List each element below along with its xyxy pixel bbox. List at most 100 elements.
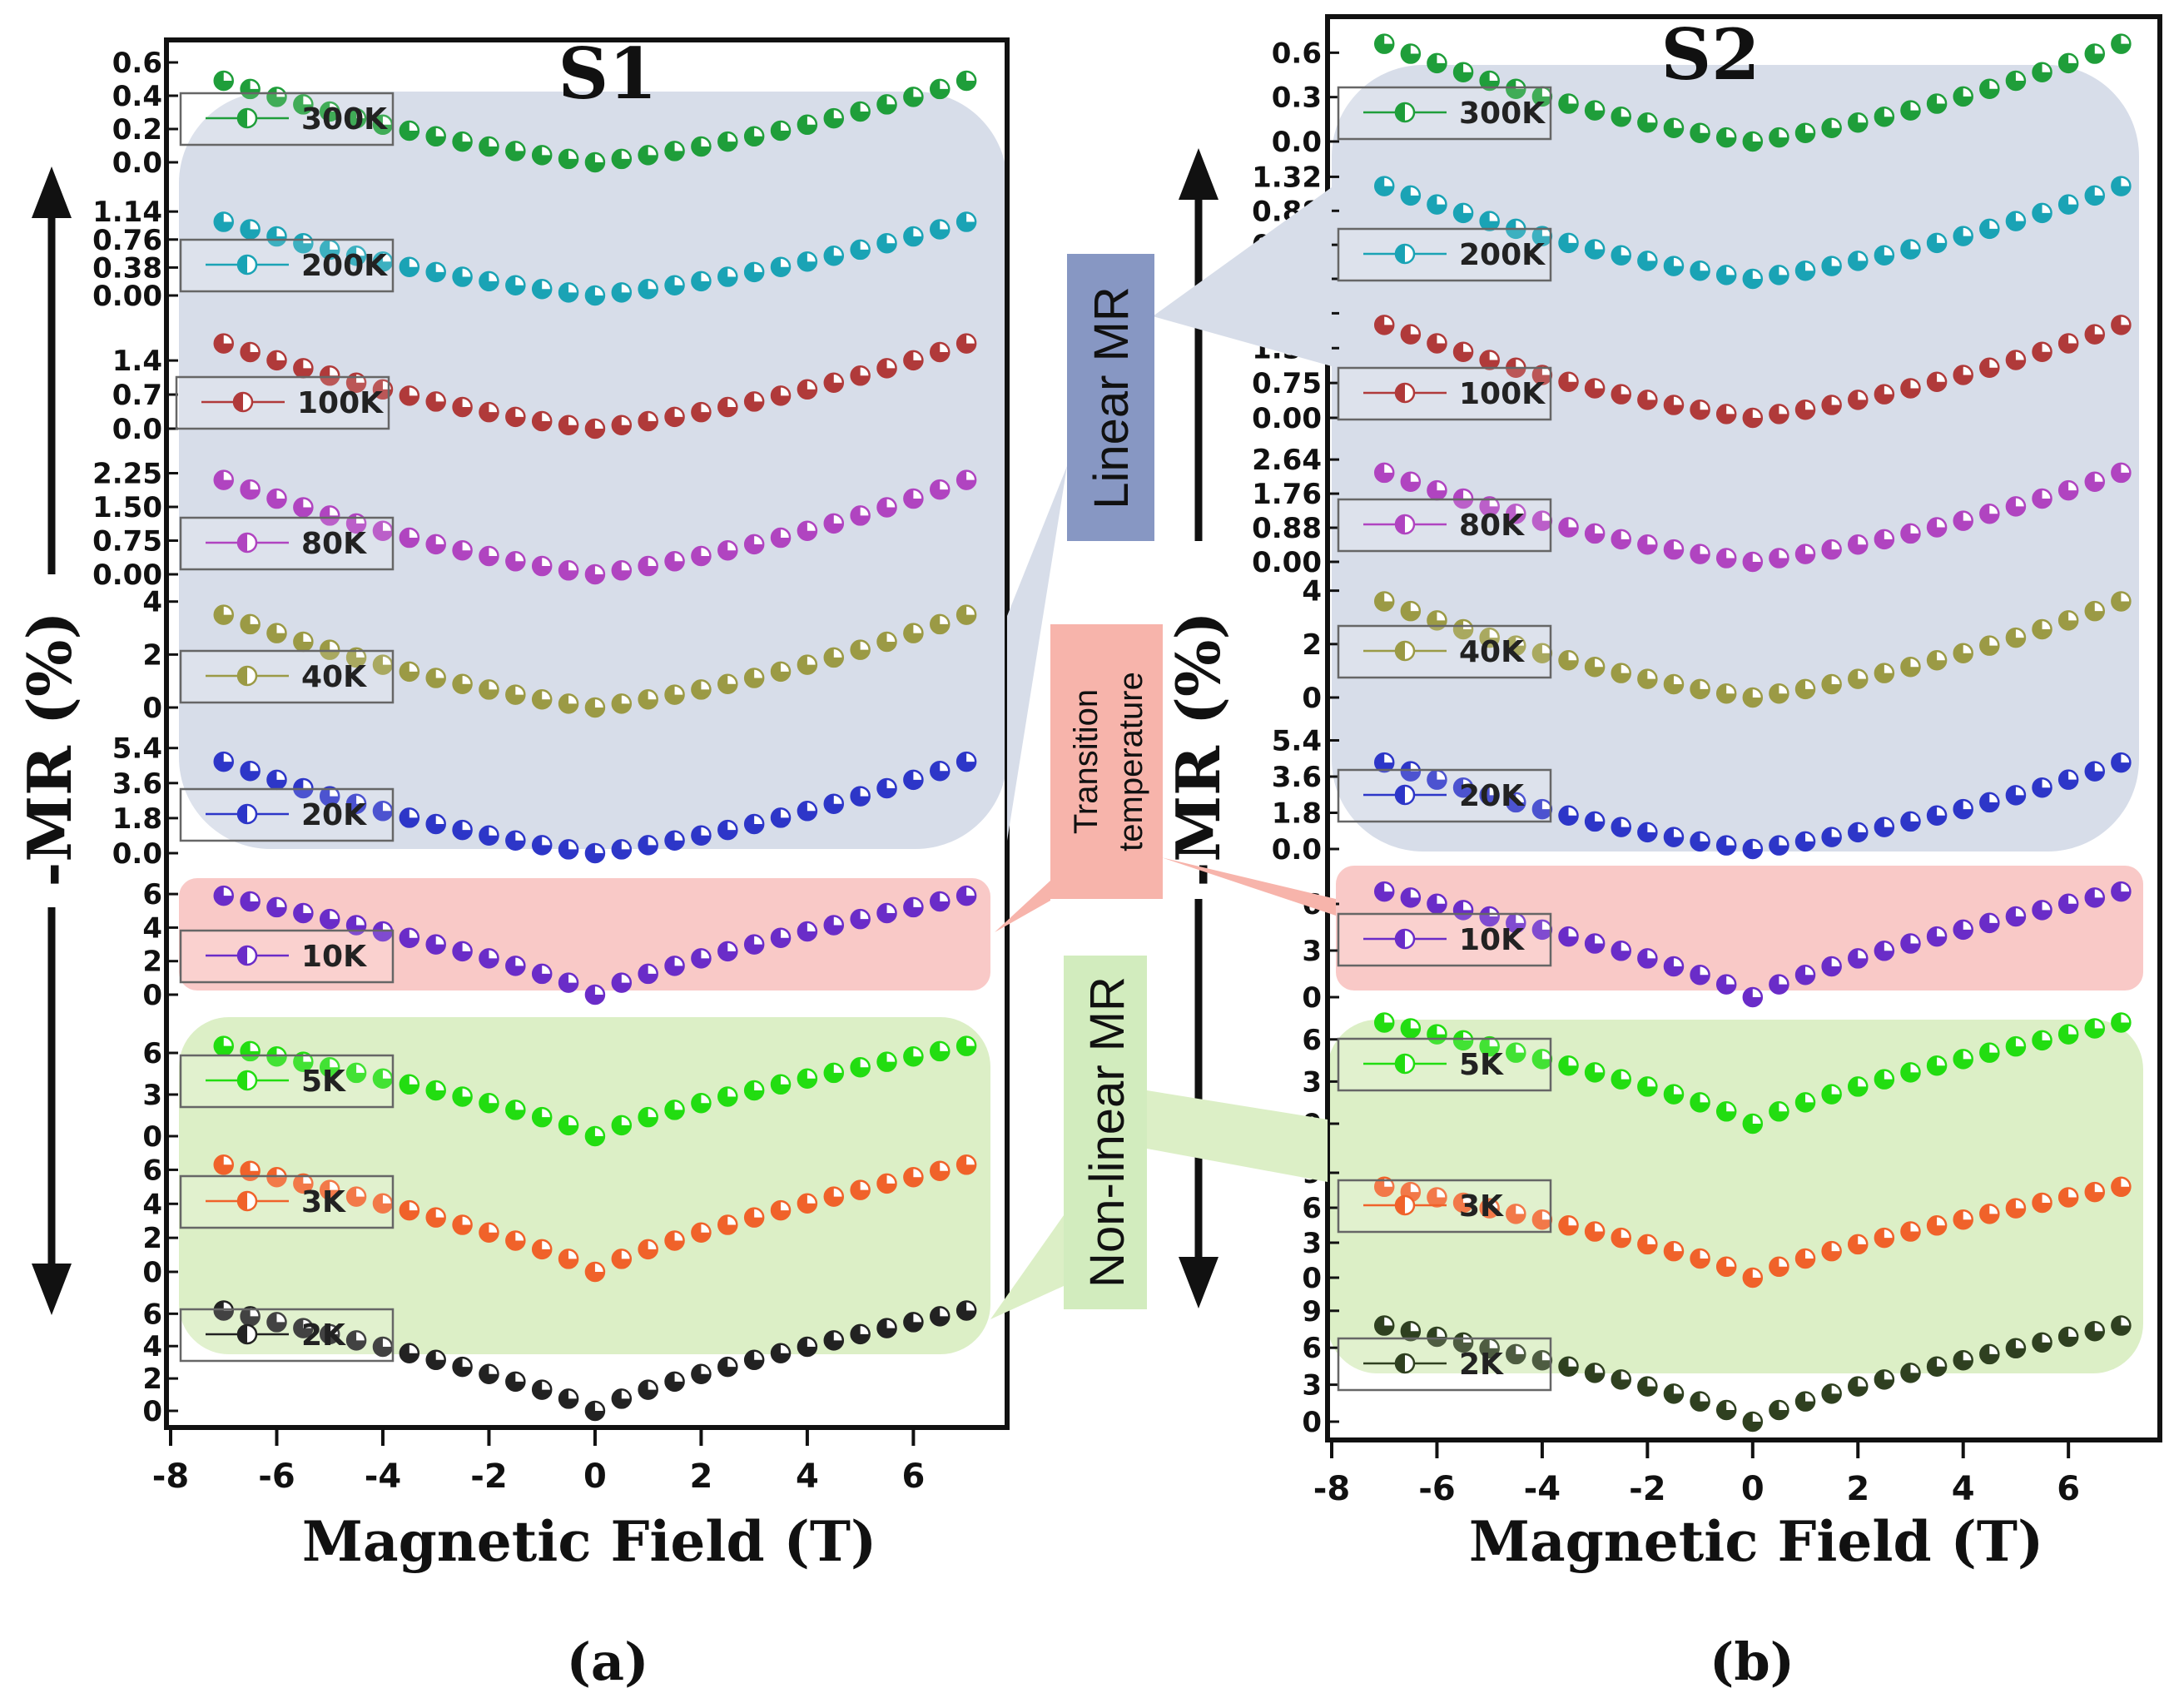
s1-point-40K (293, 631, 314, 653)
s2-point-3K (1452, 1192, 1474, 1214)
s2-ytick-label: 3 (1302, 1227, 1322, 1260)
s2-ytick-label: 3 (1302, 1065, 1322, 1099)
s2-point-5K (1900, 1062, 1921, 1083)
s1-legend-200K: 200K (179, 238, 395, 293)
s1-point-3K (850, 1179, 871, 1200)
s1-ytick-label: 2 (142, 946, 162, 979)
s1-point-40K (611, 693, 633, 714)
s2-point-10K (2032, 900, 2052, 921)
s1-point-5K (876, 1051, 897, 1072)
s1-point-300K (876, 94, 897, 115)
s1-point-2K (372, 1336, 394, 1358)
s1-point-2K (452, 1356, 473, 1378)
s1-ytick-label: 0.6 (112, 47, 162, 80)
s1-point-10K (213, 885, 234, 906)
s2-point-80K (1637, 534, 1658, 555)
s1-point-300K (345, 107, 367, 129)
s2-point-40K (1794, 678, 1816, 700)
s2-point-20K (1821, 827, 1842, 847)
s2-point-2K (1558, 1356, 1579, 1377)
s2-xtick-label: -8 (1313, 1470, 1350, 1508)
s2-point-3K (1531, 1209, 1553, 1230)
s1-point-100K (691, 401, 712, 423)
s2-point-20K (1611, 817, 1631, 837)
s1-point-3K (584, 1261, 606, 1283)
s2-point-3K (1558, 1215, 1579, 1236)
s2-point-200K (1715, 265, 1737, 285)
s2-point-10K (1900, 933, 1921, 954)
s1-point-3K (664, 1230, 685, 1251)
s1-point-10K (293, 902, 314, 924)
s1-point-80K (345, 513, 367, 534)
s1-point-2K (770, 1343, 792, 1364)
s2-x-axis-label: Magnetic Field (T) (1469, 1509, 2043, 1574)
s2-point-100K (1558, 371, 1579, 392)
s1-point-100K (479, 401, 499, 423)
s1-ytick-label: 0.4 (112, 80, 162, 113)
s1-point-200K (399, 256, 420, 277)
s2-point-100K (1848, 390, 1869, 410)
s1-legend-label: 5K (301, 1065, 346, 1099)
s1-point-100K (293, 358, 314, 379)
s1-point-20K (717, 819, 738, 841)
s1-point-200K (479, 271, 499, 292)
s2-point-80K (1506, 503, 1526, 524)
s1-point-100K (505, 406, 526, 428)
s1-point-40K (638, 688, 658, 710)
s2-point-80K (1663, 539, 1685, 560)
s1-point-80K (638, 555, 658, 577)
s1-point-200K (717, 266, 738, 287)
s1-ytick-label: 6 (142, 878, 162, 911)
s1-point-3K (903, 1166, 924, 1188)
s1-point-100K (531, 410, 553, 432)
s1-point-40K (955, 604, 977, 625)
s1-point-200K (505, 275, 526, 295)
s1-region-linear (179, 92, 1007, 849)
s1-ytick-label: 0 (142, 1395, 162, 1428)
s1-point-2K (479, 1363, 499, 1384)
s1-point-100K (743, 391, 765, 412)
s2-point-20K (1663, 827, 1685, 847)
s1-ytick-label: 2 (142, 1222, 162, 1255)
s1-legend-label: 3K (301, 1185, 346, 1219)
s2-point-5K (1769, 1101, 1789, 1122)
s2-point-3K (2084, 1181, 2106, 1203)
s1-point-2K (903, 1312, 924, 1333)
s1-point-80K (505, 551, 526, 572)
s2-point-40K (1690, 678, 1710, 700)
s1-point-200K (797, 251, 818, 272)
s2-point-3K (1874, 1227, 1895, 1249)
s1-point-300K (293, 94, 314, 115)
s1-ytick-label: 6 (142, 1037, 162, 1070)
s2-point-20K (1427, 769, 1447, 790)
s2-point-5K (1742, 1113, 1764, 1135)
s1-legend-40K: 40K (179, 649, 395, 704)
s1-point-5K (558, 1115, 579, 1136)
s1-point-5K (399, 1074, 420, 1095)
s1-point-100K (611, 415, 633, 435)
s1-point-80K (479, 545, 499, 567)
s1-point-10K (930, 891, 951, 912)
s1-point-200K (452, 266, 473, 287)
s2-point-20K (1874, 817, 1895, 837)
s2-point-40K (1452, 618, 1474, 640)
s1-point-40K (823, 647, 845, 668)
s1-point-300K (717, 131, 738, 152)
s1-point-5K (479, 1092, 499, 1114)
s2-point-10K (1531, 919, 1553, 941)
s2-point-200K (1400, 185, 1422, 206)
s2-point-300K (2032, 62, 2052, 82)
nonlinear-callout-left (990, 1215, 1064, 1319)
s2-point-300K (1848, 112, 1869, 133)
s2-series-80K: 2.641.760.880.00 80K (1252, 444, 2132, 579)
s1-point-20K (531, 835, 553, 856)
s1-point-3K (638, 1239, 658, 1260)
s2-point-10K (1874, 941, 1895, 961)
s1-point-100K (372, 379, 394, 400)
transition-callout-right (1161, 857, 1336, 916)
s1-point-80K (293, 497, 314, 518)
s2-point-40K (1611, 663, 1631, 683)
s2-point-300K (2057, 52, 2079, 74)
s2-point-80K (1821, 539, 1842, 560)
